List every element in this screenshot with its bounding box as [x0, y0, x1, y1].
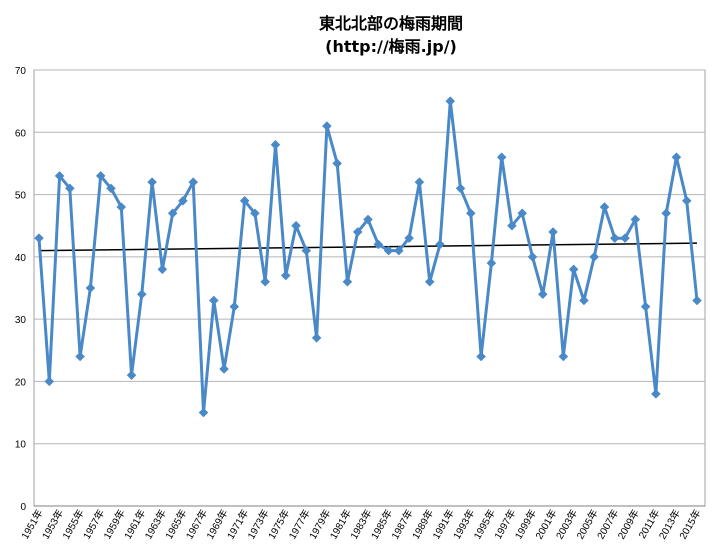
- data-point: [661, 208, 672, 219]
- y-tick-label: 40: [15, 253, 27, 264]
- data-point: [136, 289, 147, 300]
- data-point: [280, 270, 291, 281]
- data-point: [579, 295, 589, 306]
- data-point: [34, 233, 44, 244]
- data-point: [671, 152, 682, 163]
- data-point: [44, 376, 55, 387]
- data-point: [322, 121, 332, 131]
- data-point: [404, 233, 414, 244]
- data-point: [414, 177, 425, 187]
- data-point: [692, 295, 702, 306]
- data-point: [651, 389, 661, 399]
- y-tick-label: 10: [15, 440, 27, 451]
- chart-subtitle: (http://梅雨.jp/): [325, 37, 457, 56]
- data-point: [239, 195, 250, 206]
- data-point: [208, 295, 219, 306]
- y-tick-label: 60: [15, 128, 27, 139]
- y-tick-label: 70: [15, 66, 27, 77]
- data-point: [476, 351, 486, 362]
- y-tick-label: 20: [15, 377, 27, 388]
- data-point: [363, 214, 373, 225]
- data-point: [311, 332, 322, 343]
- trendline: [38, 242, 698, 252]
- data-point: [229, 301, 240, 312]
- data-point: [85, 283, 96, 293]
- plot-area-frame: [33, 69, 706, 507]
- data-point: [95, 171, 106, 181]
- data-point: [250, 208, 260, 219]
- y-tick-label: 0: [20, 502, 26, 513]
- data-point: [270, 139, 281, 150]
- data-point: [630, 214, 641, 225]
- data-point: [537, 289, 548, 300]
- data-point: [548, 227, 558, 237]
- data-point: [445, 96, 456, 106]
- data-point: [517, 208, 528, 219]
- data-point: [64, 183, 75, 194]
- data-point: [54, 171, 65, 181]
- data-point: [558, 351, 569, 362]
- data-point: [435, 239, 445, 250]
- data-point: [198, 407, 209, 418]
- data-point: [599, 202, 610, 212]
- data-point: [342, 276, 353, 287]
- data-point: [527, 252, 538, 262]
- data-point: [681, 195, 692, 206]
- chart-title: 東北北部の梅雨期間: [319, 14, 463, 33]
- y-tick-label: 50: [15, 191, 27, 202]
- data-point: [589, 252, 600, 262]
- data-point: [126, 370, 137, 381]
- data-point: [219, 364, 229, 374]
- data-point: [147, 177, 157, 187]
- data-point: [75, 351, 85, 362]
- data-point: [496, 152, 507, 163]
- y-tick-label: 30: [15, 315, 27, 326]
- data-point: [507, 220, 517, 231]
- data-point: [393, 245, 404, 256]
- data-point: [609, 233, 620, 244]
- data-point: [424, 276, 435, 287]
- data-point: [188, 177, 199, 187]
- data-point: [332, 158, 343, 169]
- data-point: [260, 276, 271, 287]
- data-point: [157, 264, 168, 275]
- data-point: [383, 245, 394, 256]
- data-point: [352, 227, 363, 237]
- data-point: [301, 245, 312, 256]
- data-point: [465, 208, 476, 219]
- data-point: [167, 208, 178, 219]
- data-point: [640, 301, 651, 312]
- data-point: [106, 183, 116, 194]
- data-point: [486, 258, 497, 268]
- data-point: [373, 239, 384, 250]
- data-point: [291, 220, 301, 231]
- data-point: [116, 202, 127, 212]
- data-point: [455, 183, 466, 194]
- data-point: [178, 195, 188, 206]
- data-point: [620, 233, 630, 244]
- data-point: [568, 264, 579, 275]
